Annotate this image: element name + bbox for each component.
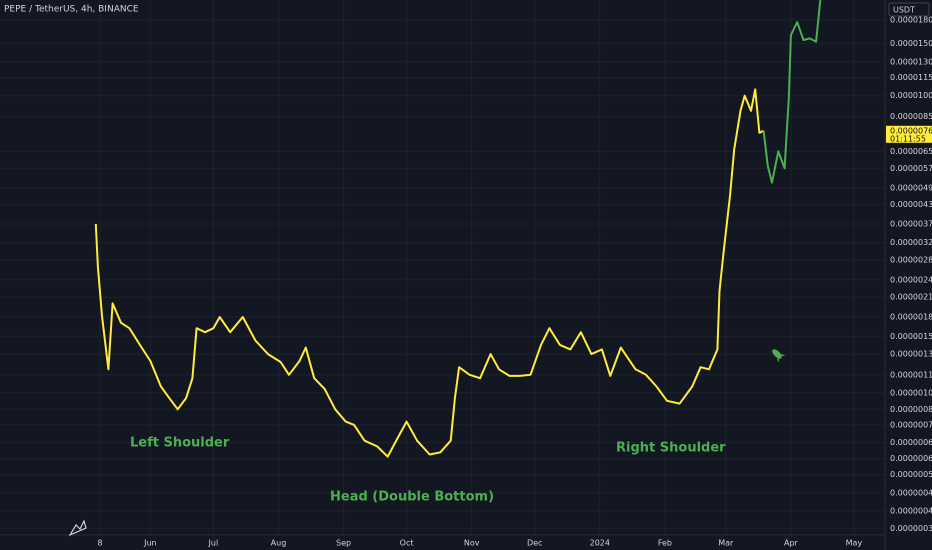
y-tick-label: 0.00000053 [890, 470, 932, 479]
y-tick-label: 0.00000135 [890, 350, 932, 359]
x-tick-label: Dec [527, 539, 542, 548]
x-tick-label: 8 [97, 539, 102, 548]
price-line [94, 88, 765, 458]
chart-title: PEPE / TetherUS, 4h, BINANCE [4, 5, 139, 15]
y-tick-label: 0.00000068 [890, 438, 932, 447]
price-line [762, 0, 822, 184]
unit-box [888, 2, 930, 17]
y-tick-label: 0.00000035 [890, 524, 932, 533]
y-tick-label: 0.00000088 [890, 405, 932, 414]
grid [0, 0, 885, 535]
x-tick-label: Apr [784, 539, 799, 548]
y-tick-label: 0.00000115 [890, 370, 932, 379]
annotation: Left Shoulder [130, 436, 230, 451]
x-tick-label: May [846, 539, 863, 548]
x-tick-label: Mar [718, 539, 734, 548]
y-tick-label: 0.00000155 [890, 332, 932, 341]
x-tick-label: Aug [271, 539, 287, 548]
x-tick-label: Sep [336, 539, 351, 548]
x-tick-label: Nov [464, 539, 480, 548]
y-tick-label: 0.00000046 [890, 488, 932, 497]
price-tag-label: 0.00000762 [890, 126, 932, 135]
x-tick-label: Oct [400, 539, 414, 548]
x-tick-label: Feb [658, 539, 672, 548]
logo [68, 519, 87, 537]
x-tick-label: Jul [208, 539, 219, 548]
y-tick-label: 0.00000078 [890, 420, 932, 429]
x-tick-label: 2024 [590, 539, 610, 548]
price-tag [886, 125, 932, 143]
unit-label: USDT [893, 6, 915, 15]
x-tick-label: Jun [143, 539, 157, 548]
countdown: 01:11:55 [890, 134, 926, 143]
rocket-icon [772, 349, 786, 363]
annotation: Right Shoulder [616, 441, 726, 456]
series-layer [94, 0, 822, 458]
annotation: Head (Double Bottom) [330, 490, 494, 505]
